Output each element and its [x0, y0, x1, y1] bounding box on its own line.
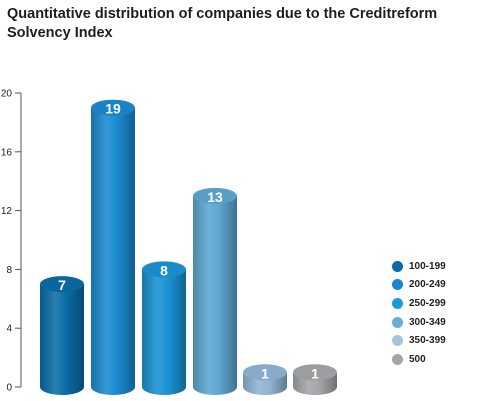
bar-top	[40, 276, 84, 293]
bar-body	[91, 107, 135, 395]
y-tick-label: 12	[1, 206, 13, 217]
bar-top	[142, 261, 186, 278]
legend-label: 500	[409, 353, 426, 365]
legend: 100-199 200-249 250-299 300-349 350-399 500	[392, 257, 446, 369]
legend-label: 200-249	[409, 279, 446, 291]
data-label: 13	[207, 189, 223, 205]
legend-swatch	[392, 316, 403, 328]
y-tick-label: 8	[6, 265, 12, 276]
legend-swatch	[392, 297, 403, 309]
data-label: 19	[105, 101, 121, 117]
bar-body	[142, 269, 186, 395]
data-label: 1	[261, 365, 269, 381]
legend-label: 300-349	[409, 316, 446, 328]
legend-swatch	[392, 260, 403, 272]
bar-350-399	[243, 364, 287, 395]
y-tick-label: 16	[1, 147, 13, 158]
legend-swatch	[392, 335, 403, 347]
bar-300-349	[193, 187, 237, 395]
data-label: 8	[160, 262, 168, 278]
chart-title: Quantitative distribution of companies d…	[7, 6, 438, 41]
bar-top	[243, 364, 287, 381]
legend-item: 250-299	[392, 294, 446, 313]
legend-item: 200-249	[392, 276, 446, 295]
bar-200-249	[91, 99, 135, 395]
y-tick-label: 0	[6, 383, 12, 394]
legend-item: 500	[392, 350, 446, 369]
legend-label: 250-299	[409, 297, 446, 309]
bar-500	[293, 364, 337, 395]
data-label: 1	[311, 365, 319, 381]
legend-item: 100-199	[392, 257, 446, 276]
bar-top	[293, 364, 337, 381]
legend-swatch	[392, 279, 403, 291]
bar-100-199	[40, 276, 84, 395]
bar-body	[40, 284, 84, 395]
bar-top	[91, 99, 135, 116]
bar-body	[193, 195, 237, 395]
legend-item: 300-349	[392, 313, 446, 332]
legend-item: 350-399	[392, 331, 446, 350]
bar-250-299	[142, 261, 186, 395]
legend-label: 350-399	[409, 335, 446, 347]
bar-top	[193, 187, 237, 204]
y-tick-label: 4	[6, 324, 12, 335]
data-label: 7	[58, 277, 66, 293]
legend-swatch	[392, 353, 403, 365]
legend-label: 100-199	[409, 260, 446, 272]
y-tick-label: 20	[1, 89, 13, 100]
